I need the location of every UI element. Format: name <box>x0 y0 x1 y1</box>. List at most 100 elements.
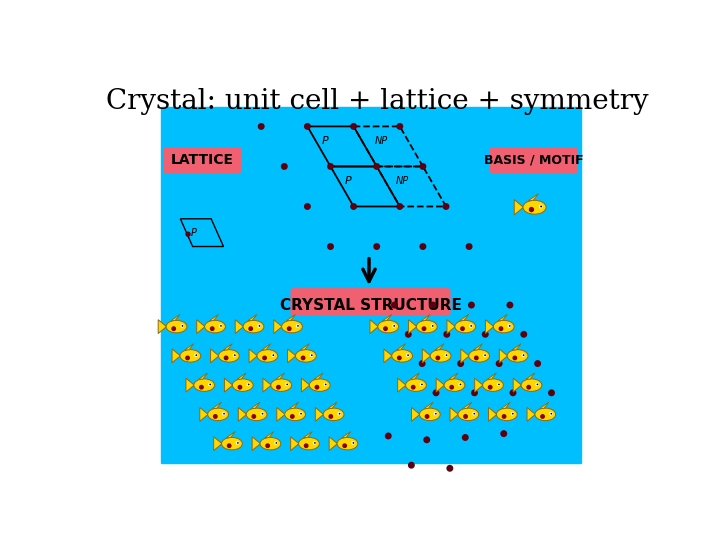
Ellipse shape <box>287 383 288 386</box>
Ellipse shape <box>378 320 399 333</box>
Ellipse shape <box>210 326 215 331</box>
Ellipse shape <box>323 383 327 386</box>
Text: NP: NP <box>374 137 387 146</box>
Polygon shape <box>315 408 323 421</box>
Ellipse shape <box>508 324 511 328</box>
Ellipse shape <box>536 383 539 386</box>
Polygon shape <box>172 349 181 363</box>
Ellipse shape <box>295 349 316 362</box>
Ellipse shape <box>338 413 341 415</box>
Polygon shape <box>527 408 536 421</box>
Text: NP: NP <box>396 177 409 186</box>
Polygon shape <box>328 402 337 408</box>
Polygon shape <box>287 314 295 321</box>
Ellipse shape <box>210 383 211 386</box>
Ellipse shape <box>247 383 250 386</box>
Ellipse shape <box>472 412 476 415</box>
Polygon shape <box>498 314 507 321</box>
Ellipse shape <box>389 494 395 501</box>
Ellipse shape <box>199 385 204 390</box>
Ellipse shape <box>304 443 309 448</box>
Ellipse shape <box>248 326 253 331</box>
Ellipse shape <box>342 443 347 448</box>
Polygon shape <box>274 320 282 334</box>
Text: Crystal: unit cell + lattice + symmetry: Crystal: unit cell + lattice + symmetry <box>106 88 648 115</box>
Polygon shape <box>199 373 207 379</box>
Ellipse shape <box>285 383 289 386</box>
Ellipse shape <box>429 301 436 308</box>
Ellipse shape <box>301 355 305 360</box>
Text: CRYSTAL STRUCTURE: CRYSTAL STRUCTURE <box>279 298 462 313</box>
Ellipse shape <box>297 325 299 327</box>
Ellipse shape <box>411 385 415 390</box>
Ellipse shape <box>181 325 184 327</box>
Ellipse shape <box>248 383 250 386</box>
Ellipse shape <box>373 163 380 170</box>
Ellipse shape <box>521 354 525 357</box>
Ellipse shape <box>498 383 500 386</box>
Ellipse shape <box>276 385 281 390</box>
Ellipse shape <box>195 354 197 356</box>
Polygon shape <box>423 349 431 363</box>
Ellipse shape <box>204 320 225 333</box>
Polygon shape <box>397 343 405 350</box>
Polygon shape <box>526 373 535 379</box>
Polygon shape <box>408 320 417 334</box>
Ellipse shape <box>350 123 357 130</box>
Ellipse shape <box>482 379 503 392</box>
Polygon shape <box>410 373 420 379</box>
Ellipse shape <box>408 354 409 356</box>
Ellipse shape <box>470 325 472 327</box>
Polygon shape <box>302 378 310 392</box>
Ellipse shape <box>523 354 524 356</box>
Polygon shape <box>424 402 433 408</box>
Ellipse shape <box>238 385 243 390</box>
Ellipse shape <box>436 355 440 360</box>
Ellipse shape <box>208 383 212 386</box>
Polygon shape <box>197 320 205 334</box>
Ellipse shape <box>233 354 236 357</box>
Ellipse shape <box>274 441 278 444</box>
Ellipse shape <box>468 301 475 308</box>
Ellipse shape <box>510 412 514 415</box>
FancyBboxPatch shape <box>290 288 451 316</box>
Ellipse shape <box>311 354 312 356</box>
Ellipse shape <box>327 163 334 170</box>
Ellipse shape <box>466 243 472 250</box>
Polygon shape <box>370 320 378 334</box>
Ellipse shape <box>213 414 217 419</box>
Ellipse shape <box>265 443 270 448</box>
Polygon shape <box>249 349 257 363</box>
Ellipse shape <box>299 412 302 415</box>
Polygon shape <box>459 314 469 321</box>
Text: P: P <box>344 177 351 186</box>
Polygon shape <box>485 320 494 334</box>
Polygon shape <box>463 402 472 408</box>
Ellipse shape <box>513 355 517 360</box>
Ellipse shape <box>271 354 275 357</box>
Ellipse shape <box>351 441 355 444</box>
Ellipse shape <box>548 389 555 396</box>
Ellipse shape <box>314 442 316 444</box>
Ellipse shape <box>328 414 333 419</box>
Ellipse shape <box>469 324 472 328</box>
Ellipse shape <box>507 349 528 362</box>
Ellipse shape <box>236 441 239 444</box>
Ellipse shape <box>396 123 403 130</box>
Ellipse shape <box>420 243 426 250</box>
Ellipse shape <box>312 441 316 444</box>
Polygon shape <box>435 343 444 350</box>
Ellipse shape <box>281 163 288 170</box>
Ellipse shape <box>251 414 256 419</box>
Ellipse shape <box>383 326 388 331</box>
Ellipse shape <box>233 379 253 392</box>
Polygon shape <box>262 343 271 350</box>
Ellipse shape <box>483 354 487 357</box>
Ellipse shape <box>405 379 426 392</box>
Polygon shape <box>185 343 194 350</box>
Ellipse shape <box>425 414 430 419</box>
Ellipse shape <box>373 243 380 250</box>
Ellipse shape <box>444 354 448 357</box>
Ellipse shape <box>185 232 191 237</box>
Ellipse shape <box>246 408 267 421</box>
